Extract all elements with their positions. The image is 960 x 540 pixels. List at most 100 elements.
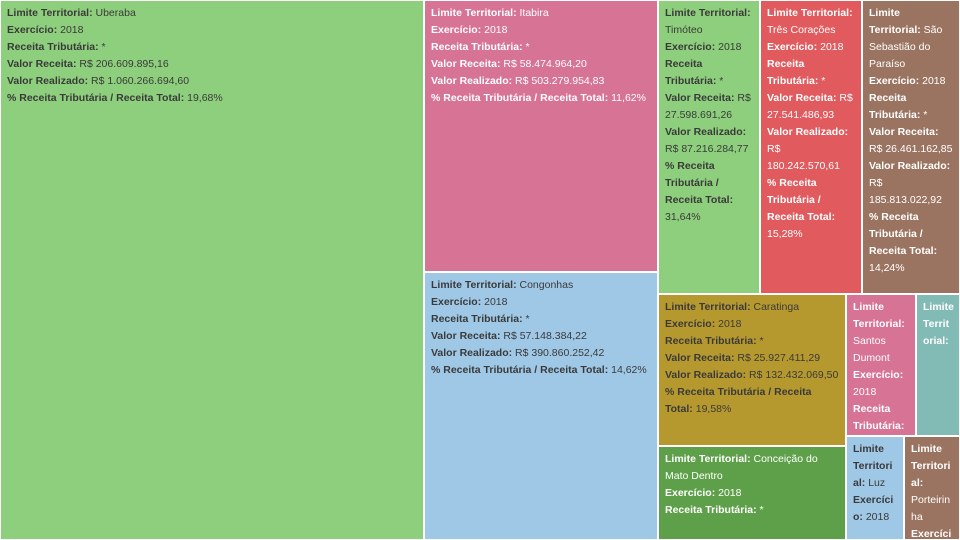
tile-field-value: 31,64% (665, 211, 701, 223)
tile-field-label: Valor Realizado: (431, 75, 513, 87)
tile-field-label: Exercício: (665, 41, 716, 53)
tile-line-tax-revenue: Receita Tributária: * (7, 39, 418, 56)
tile-line-tax-revenue: Receita Tributária: * (665, 56, 754, 90)
tile-field-value: 2018 (484, 24, 508, 36)
tile-field-value: * (759, 504, 764, 516)
tile-line-year: Exercício: 2018 (665, 39, 754, 56)
tile-field-label: Receita Tributária: (431, 313, 523, 325)
tile-line-territory: Limite Territorial: Caratinga (665, 299, 840, 316)
tile-line-ratio: % Receita Tributária / Receita Total: 14… (869, 209, 954, 277)
tile-line-year: Exercício: 2018 (665, 485, 840, 502)
tile-field-value: Conceição do Mato Dentro (665, 453, 818, 482)
treemap-tile[interactable]: Limite Territorial: PorteirinhaExercício… (904, 436, 960, 540)
tile-line-year: Exercício: 2018 (767, 39, 856, 56)
tile-line-revenue-value: Valor Receita: R$ 58.474.964,20 (431, 56, 652, 73)
tile-field-label: Valor Receita: (665, 92, 735, 104)
tile-field-value: 11,62% (611, 92, 646, 104)
tile-line-territory: Limite Territorial: Porteirinha (911, 441, 954, 526)
treemap-tile[interactable]: Limite Territorial: São Sebastião do Par… (862, 0, 960, 294)
tile-field-label: Limite Territorial: (853, 443, 893, 489)
tile-field-value: 14,24% (869, 262, 905, 274)
treemap-tile[interactable]: Limite Territorial: Caratinga Exercício: … (658, 294, 846, 446)
treemap-tile[interactable]: Limite Territorial: Congonhas Exercício: … (424, 272, 658, 540)
treemap-tile[interactable]: Limite Territorial: Conceição do Mato De… (658, 446, 846, 540)
tile-field-label: Limite Territorial: (911, 443, 951, 489)
tile-line-territory: Limite Territorial: (923, 299, 954, 350)
tile-field-label: % Receita Tributária / Receita Total: (767, 177, 836, 223)
tile-field-label: % Receita Tributária / Receita Total: (665, 386, 812, 415)
treemap-tile[interactable]: Limite Territorial: Itabira Exercício: 20… (424, 0, 658, 272)
tile-line-revenue-value: Valor Receita: R$ 25.927.411,29 (665, 350, 840, 367)
tile-line-territory: Limite Territorial: Santos Dumont (853, 299, 910, 367)
tile-field-value: 2018 (718, 487, 742, 499)
tile-field-value: 2018 (922, 75, 946, 87)
tile-field-label: Valor Receita: (7, 58, 77, 70)
tile-field-value: 2018 (718, 41, 742, 53)
tile-line-year: Exercício: 2018 (869, 73, 954, 90)
tile-field-value: Porteirinha (911, 494, 951, 523)
tile-line-ratio: % Receita Tributária / Receita Total: 19… (7, 90, 418, 107)
tile-line-tax-revenue: Receita Tributária: * (665, 333, 840, 350)
treemap-tile[interactable]: Limite Territorial: Timóteo Exercício: 20… (658, 0, 760, 294)
tile-field-label: % Receita Tributária / Receita Total: (665, 160, 734, 206)
tile-field-label: Valor Receita: (431, 58, 501, 70)
tile-field-value: R$ 132.432.069,50 (749, 369, 839, 381)
treemap-tile[interactable]: Limite Territorial: Uberaba Exercício: 20… (0, 0, 424, 540)
tile-field-label: Limite Territorial: (7, 7, 93, 19)
tile-field-label: Receita Tributária: (853, 403, 905, 432)
tile-field-value: * (525, 313, 530, 325)
tile-field-label: Limite Territorial: (431, 279, 517, 291)
tile-field-value: 2018 (865, 511, 890, 523)
tile-field-value: 19,58% (695, 403, 732, 415)
tile-field-value: Luz (868, 477, 886, 489)
tile-line-year: Exercício: 2018 (431, 22, 652, 39)
tile-field-label: Limite Territorial: (923, 301, 954, 347)
tile-field-value: Uberaba (95, 7, 136, 19)
tile-field-value: 15,28% (767, 228, 803, 240)
tile-line-realized-value: Valor Realizado: R$ 503.279.954,83 (431, 73, 652, 90)
tile-line-realized-value: Valor Realizado: R$ 87.216.284,77 (665, 124, 754, 158)
tile-line-tax-revenue: Receita Tributária: * (665, 502, 840, 519)
tile-field-label: Valor Receita: (665, 352, 735, 364)
tile-field-value: R$ 57.148.384,22 (503, 330, 587, 342)
tile-field-value: R$ 27.598.691,26 (665, 92, 751, 121)
tile-field-label: Limite Territorial: (869, 7, 921, 36)
treemap-tile[interactable]: Limite Territorial: Três Corações Exercíc… (760, 0, 862, 294)
tile-field-label: Exercício: (7, 24, 58, 36)
tile-line-year: Exercício: 2018 (853, 367, 910, 401)
tile-field-value: R$ 185.813.022,92 (869, 177, 942, 206)
tile-field-value: 2018 (820, 41, 844, 53)
tile-field-label: Receita Tributária: (431, 41, 523, 53)
tile-line-tax-revenue: Receita Tributária: * (767, 56, 856, 90)
tile-field-value: R$ 58.474.964,20 (503, 58, 587, 70)
tile-line-revenue-value: Valor Receita: R$ 26.461.162,85 (869, 124, 954, 158)
tile-line-territory: Limite Territorial: São Sebastião do Par… (869, 5, 954, 73)
treemap-tile[interactable]: Limite Territorial: Santos Dumont Exercíc… (846, 294, 916, 436)
tile-line-territory: Limite Territorial: Itabira (431, 5, 652, 22)
tile-field-value: * (525, 41, 530, 53)
tile-field-value: * (759, 335, 764, 347)
tile-field-label: % Receita Tributária / Receita Total: (7, 92, 185, 104)
tile-field-label: Exercício: (431, 24, 482, 36)
tile-field-label: Exercício: (767, 41, 818, 53)
tile-line-tax-revenue: Receita Tributária: * (431, 39, 652, 56)
treemap-tile[interactable]: Limite Territorial: (916, 294, 960, 436)
tile-line-realized-value: Valor Realizado: R$ 1.060.266.694,60 (7, 73, 418, 90)
tile-line-ratio: % Receita Tributária / Receita Total: 11… (431, 90, 652, 107)
tile-line-revenue-value: Valor Receita: R$ 206.609.895,16 (7, 56, 418, 73)
tile-line-year: Exercício: 2018 (7, 22, 418, 39)
tile-line-ratio: % Receita Tributária / Receita Total: 14… (431, 362, 652, 379)
tile-line-territory: Limite Territorial: Luz (853, 441, 898, 492)
treemap-tile[interactable]: Limite Territorial: Luz Exercício: 2018 (846, 436, 904, 540)
tile-line-year: Exercício: 2018 (853, 492, 898, 526)
tile-line-territory: Limite Territorial: Timóteo (665, 5, 754, 39)
tile-field-value: R$ 1.060.266.694,60 (91, 75, 190, 87)
tile-line-territory: Limite Territorial: Três Corações (767, 5, 856, 39)
tile-field-value: * (101, 41, 106, 53)
tile-line-tax-revenue: Receita Tributária: * (869, 90, 954, 124)
tile-line-ratio: % Receita Tributária / Receita Total: 15… (767, 175, 856, 243)
tile-field-label: Receita Tributária: (665, 335, 757, 347)
tile-line-year: Exercício: 2018 (665, 316, 840, 333)
tile-field-value: 2018 (718, 318, 742, 330)
tile-field-value: R$ 25.927.411,29 (737, 352, 821, 364)
